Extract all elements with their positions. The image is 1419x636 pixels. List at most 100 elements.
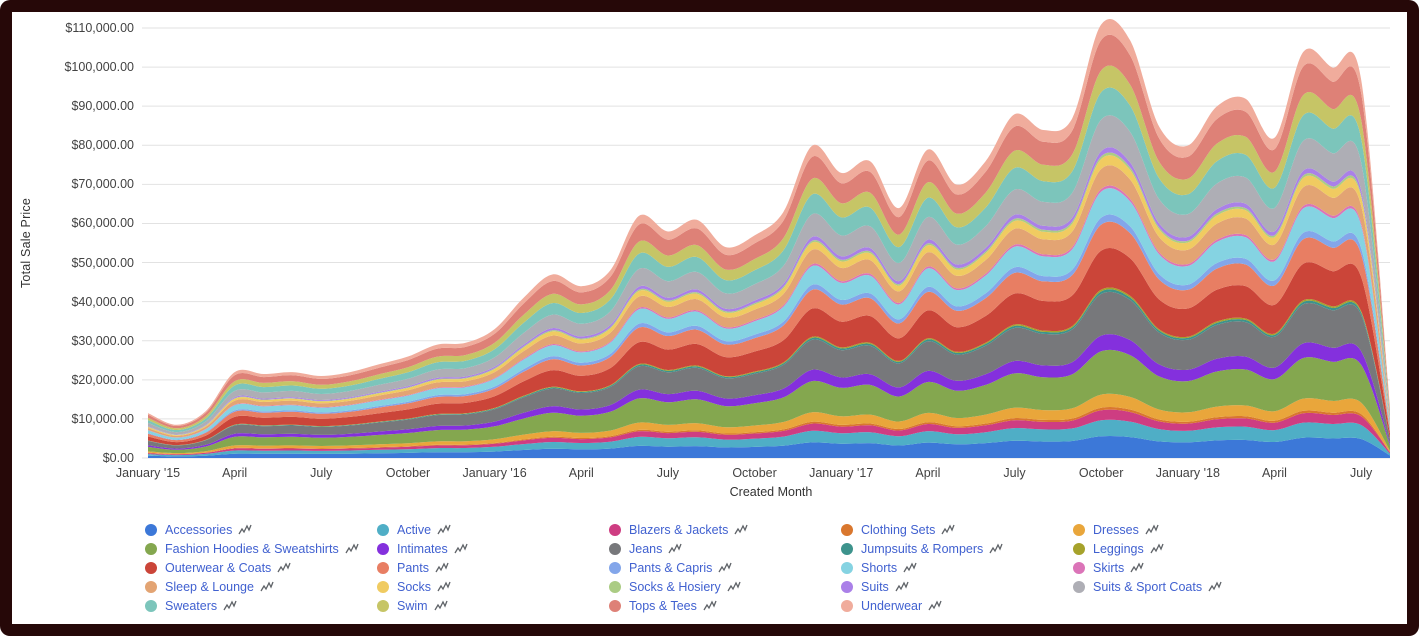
- legend-color-dot-icon: [841, 561, 853, 574]
- legend-color-dot-icon: [145, 580, 157, 593]
- legend-color-dot-icon: [377, 599, 389, 612]
- legend-color-dot-icon: [841, 580, 853, 593]
- trend-sparkline-icon: [1150, 543, 1164, 553]
- trend-sparkline-icon: [928, 600, 942, 610]
- legend-label: Jeans: [629, 541, 663, 556]
- legend-color-dot-icon: [377, 561, 389, 574]
- legend: Accessories Active Blazers & Jackets Clothi…: [145, 520, 1305, 615]
- legend-label: Fashion Hoodies & Sweatshirts: [165, 541, 339, 556]
- legend-item-jeans[interactable]: Jeans: [609, 539, 841, 558]
- legend-item-fashion-hoodies-sweatshirts[interactable]: Fashion Hoodies & Sweatshirts: [145, 539, 377, 558]
- legend-color-dot-icon: [841, 599, 853, 612]
- y-axis-label: $30,000.00: [71, 333, 134, 348]
- area-series-dresses[interactable]: [148, 393, 1390, 455]
- legend-item-sweaters[interactable]: Sweaters: [145, 596, 377, 615]
- x-axis-label: July: [1349, 466, 1373, 480]
- area-series-fashion-hoodies-sweatshirts[interactable]: [148, 349, 1390, 454]
- area-series-jeans[interactable]: [148, 291, 1390, 449]
- legend-label: Swim: [397, 598, 428, 613]
- trend-sparkline-icon: [718, 562, 732, 572]
- legend-item-active[interactable]: Active: [377, 520, 609, 539]
- legend-item-jumpsuits-rompers[interactable]: Jumpsuits & Rompers: [841, 539, 1073, 558]
- legend-item-underwear[interactable]: Underwear: [841, 596, 1073, 615]
- legend-label: Socks & Hosiery: [629, 579, 721, 594]
- trend-sparkline-icon: [1130, 562, 1144, 572]
- legend-item-pants-capris[interactable]: Pants & Capris: [609, 558, 841, 577]
- legend-label: Intimates: [397, 541, 448, 556]
- legend-item-socks[interactable]: Socks: [377, 577, 609, 596]
- legend-label: Clothing Sets: [861, 522, 936, 537]
- trend-sparkline-icon: [703, 600, 717, 610]
- trend-sparkline-icon: [277, 562, 291, 572]
- legend-color-dot-icon: [609, 523, 621, 536]
- area-series-intimates[interactable]: [148, 334, 1390, 450]
- area-series-tops-tees[interactable]: [148, 34, 1390, 429]
- trend-sparkline-icon: [734, 524, 748, 534]
- legend-label: Sweaters: [165, 598, 218, 613]
- legend-item-accessories[interactable]: Accessories: [145, 520, 377, 539]
- legend-label: Underwear: [861, 598, 923, 613]
- area-series-sleep-lounge[interactable]: [148, 165, 1390, 438]
- legend-color-dot-icon: [1073, 580, 1085, 593]
- plot-area[interactable]: [142, 18, 1394, 459]
- area-series-pants[interactable]: [148, 221, 1390, 443]
- legend-item-suits-sport-coats[interactable]: Suits & Sport Coats: [1073, 577, 1305, 596]
- legend-item-clothing-sets[interactable]: Clothing Sets: [841, 520, 1073, 539]
- y-axis-label: $0.00: [102, 451, 134, 465]
- x-axis-label: July: [656, 466, 680, 480]
- y-axis-label: $110,000.00: [65, 21, 134, 35]
- legend-item-intimates[interactable]: Intimates: [377, 539, 609, 558]
- trend-sparkline-icon: [903, 562, 917, 572]
- y-axis-label: $80,000.00: [71, 138, 134, 153]
- area-series-shorts[interactable]: [148, 188, 1390, 440]
- trend-sparkline-icon: [989, 543, 1003, 553]
- legend-color-dot-icon: [145, 523, 157, 536]
- legend-item-swim[interactable]: Swim: [377, 596, 609, 615]
- area-series-active[interactable]: [148, 419, 1390, 457]
- legend-label: Jumpsuits & Rompers: [861, 541, 984, 556]
- trend-sparkline-icon: [1145, 524, 1159, 534]
- trend-sparkline-icon: [668, 543, 682, 553]
- legend-color-dot-icon: [609, 599, 621, 612]
- trend-sparkline-icon: [434, 600, 448, 610]
- legend-item-dresses[interactable]: Dresses: [1073, 520, 1305, 539]
- x-axis-label: October: [732, 466, 777, 480]
- trend-sparkline-icon: [435, 562, 449, 572]
- area-series-suits-sport-coats[interactable]: [148, 115, 1390, 435]
- legend-label: Outerwear & Coats: [165, 560, 272, 575]
- legend-item-pants[interactable]: Pants: [377, 558, 609, 577]
- area-series-accessories[interactable]: [148, 436, 1390, 458]
- legend-label: Accessories: [165, 522, 233, 537]
- area-series-sweaters[interactable]: [148, 87, 1390, 433]
- legend-color-dot-icon: [1073, 542, 1085, 555]
- legend-label: Blazers & Jackets: [629, 522, 729, 537]
- legend-item-blazers-jackets[interactable]: Blazers & Jackets: [609, 520, 841, 539]
- legend-item-tops-tees[interactable]: Tops & Tees: [609, 596, 841, 615]
- x-axis-labels: January '15 April July October January '16 Ap…: [12, 466, 1407, 484]
- legend-label: Suits & Sport Coats: [1093, 579, 1203, 594]
- legend-color-dot-icon: [145, 542, 157, 555]
- legend-label: Socks: [397, 579, 432, 594]
- area-series-outerwear-coats[interactable]: [148, 247, 1390, 446]
- legend-item-suits[interactable]: Suits: [841, 577, 1073, 596]
- legend-item-shorts[interactable]: Shorts: [841, 558, 1073, 577]
- legend-item-leggings[interactable]: Leggings: [1073, 539, 1305, 558]
- y-axis-label: $10,000.00: [71, 411, 134, 426]
- legend-item-sleep-lounge[interactable]: Sleep & Lounge: [145, 577, 377, 596]
- chart-card: Total Sale Price $110,000.00 $100,000.00 $…: [12, 12, 1407, 624]
- x-axis-label: July: [310, 466, 333, 480]
- legend-color-dot-icon: [609, 561, 621, 574]
- legend-label: Skirts: [1093, 560, 1125, 575]
- legend-item-outerwear-coats[interactable]: Outerwear & Coats: [145, 558, 377, 577]
- x-axis-label: April: [915, 466, 941, 480]
- trend-sparkline-icon: [223, 600, 237, 610]
- trend-sparkline-icon: [345, 543, 359, 553]
- legend-item-skirts[interactable]: Skirts: [1073, 558, 1305, 577]
- x-axis-title: Created Month: [729, 485, 813, 499]
- x-axis-label: October: [1078, 466, 1124, 480]
- legend-item-socks-hosiery[interactable]: Socks & Hosiery: [609, 577, 841, 596]
- stacked-area-svg: [142, 18, 1390, 459]
- area-series-blazers-jackets[interactable]: [148, 409, 1390, 456]
- x-axis-label: January '16: [462, 466, 527, 480]
